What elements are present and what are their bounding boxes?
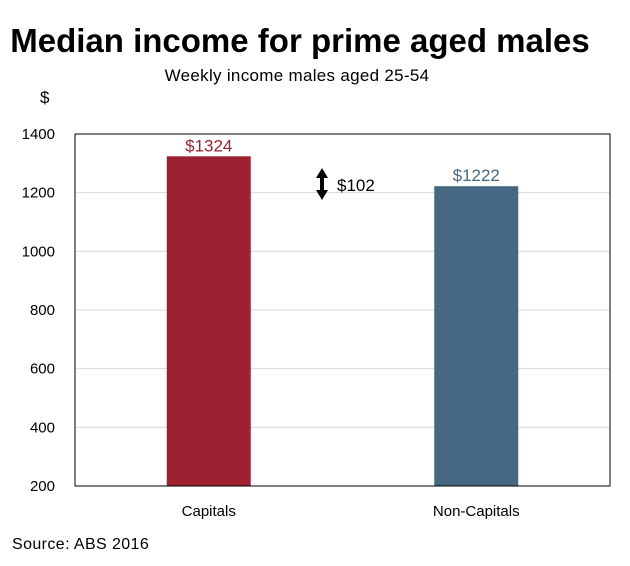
y-tick-label: 1400 [22, 126, 55, 143]
chart-subtitle: Weekly income males aged 25-54 [165, 66, 430, 85]
gridlines [75, 192, 610, 428]
bars [166, 156, 519, 487]
data-label: $1222 [453, 166, 500, 185]
y-tick-label: 800 [30, 302, 55, 319]
y-tick-label: 200 [30, 478, 55, 495]
y-tick-label: 600 [30, 361, 55, 378]
bar-non-capitals [434, 186, 519, 487]
difference-annotation: $102 [316, 168, 375, 200]
chart-title: Median income for prime aged males [10, 22, 590, 59]
y-tick-label: 400 [30, 419, 55, 436]
data-label: $1324 [185, 136, 232, 155]
double-arrow-icon [316, 168, 328, 200]
y-tick-label: 1200 [22, 185, 55, 202]
data-labels: $1324 $1222 [185, 136, 500, 185]
x-category-labels: Capitals Non-Capitals [182, 503, 520, 520]
difference-label: $102 [337, 176, 375, 195]
plot-area-border [74, 133, 611, 487]
source-note: Source: ABS 2016 [12, 536, 149, 553]
y-tick-labels: 200 400 600 800 1000 1200 1400 [22, 126, 55, 495]
bar-capitals [166, 156, 251, 486]
y-axis-label: $ [40, 88, 50, 107]
x-category-label: Capitals [182, 503, 236, 520]
y-tick-label: 1000 [22, 243, 55, 260]
x-category-label: Non-Capitals [433, 503, 520, 520]
